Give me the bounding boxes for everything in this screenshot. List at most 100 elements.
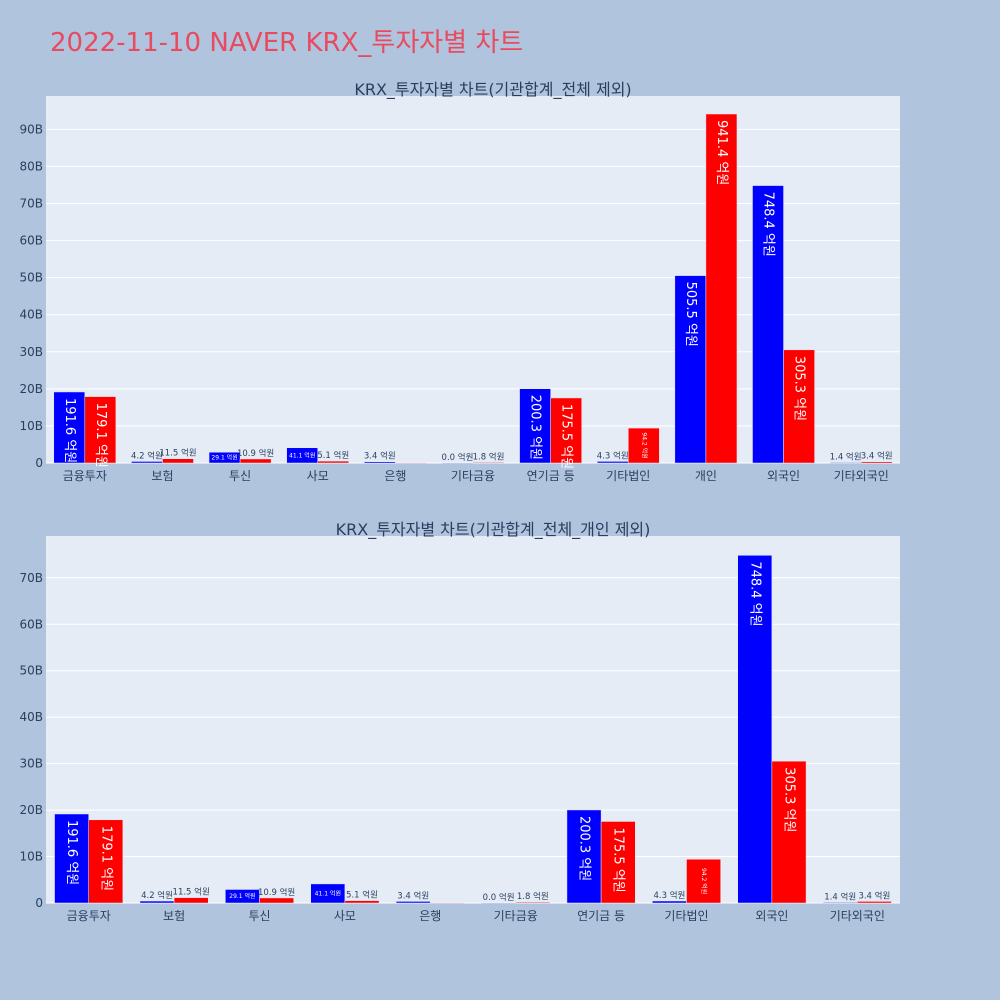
x-tick-label: 보험 — [151, 469, 173, 483]
y-tick-label: 20B — [19, 803, 43, 817]
y-tick-label: 30B — [19, 345, 43, 359]
bar-data-label: 1.4 억원 — [824, 891, 856, 902]
bar-data-label: 3.4 억원 — [858, 890, 890, 901]
bar-data-label: 11.5 억원 — [173, 887, 210, 898]
y-tick-label: 0 — [35, 456, 43, 470]
x-tick-label: 사모 — [307, 469, 329, 483]
bar-data-label: 748.4 억원 — [747, 561, 762, 626]
bar-series_a — [310, 883, 346, 904]
x-tick-label: 기타법인 — [606, 469, 650, 483]
bar-data-label: 0.0 억원 — [442, 452, 474, 463]
bar-data-label: 29.1 억원 — [211, 454, 237, 462]
bar-series_a — [674, 275, 707, 464]
bar-series_a — [54, 813, 89, 904]
y-tick-label: 90B — [19, 122, 43, 136]
y-tick-label: 40B — [19, 308, 43, 322]
bar-data-label: 305.3 억원 — [792, 356, 807, 421]
bar-data-label: 191.6 억원 — [64, 820, 79, 885]
bar-data-label: 3.4 억원 — [861, 451, 893, 462]
bar-series_b — [162, 458, 194, 464]
bar-data-label: 179.1 억원 — [93, 403, 108, 468]
bar-series_a — [286, 447, 318, 464]
bar-data-label: 4.3 억원 — [653, 890, 685, 901]
bar-series_a — [737, 555, 773, 904]
bar-series_b — [395, 462, 427, 464]
x-tick-label: 기타외국인 — [830, 909, 885, 923]
x-tick-label: 기타외국인 — [834, 469, 889, 483]
bar-series_b — [173, 897, 209, 904]
y-tick-label: 70B — [19, 197, 43, 211]
bar-data-label: 1.8 억원 — [473, 451, 505, 462]
y-tick-label: 40B — [19, 710, 43, 724]
bar-data-label: 10.9 억원 — [258, 887, 295, 898]
bar-data-label: 41.1 억원 — [289, 451, 315, 459]
y-tick-label: 60B — [19, 234, 43, 248]
bar-series_a — [131, 461, 163, 464]
x-tick-label: 외국인 — [767, 469, 800, 483]
x-tick-label: 기타금융 — [451, 469, 495, 483]
bar-data-label: 3.4 억원 — [364, 451, 396, 462]
bar-series_a — [225, 889, 260, 904]
bar-data-label: 10.9 억원 — [237, 448, 274, 459]
bar-series_b — [600, 821, 636, 904]
x-tick-label: 연기금 등 — [527, 469, 575, 483]
bar-data-label: 94.2 억원 — [700, 868, 708, 894]
bar-data-label: 29.1 억원 — [229, 892, 255, 900]
bar-data-label: 41.1 억원 — [315, 889, 341, 897]
bar-series_b — [686, 858, 721, 904]
bar-series_b — [860, 461, 893, 464]
bar-data-label: 1.4 억원 — [830, 451, 862, 462]
bar-series_a — [441, 462, 474, 464]
bar-series_b — [550, 397, 582, 464]
x-tick-label: 기타법인 — [664, 909, 708, 923]
bar-series_a — [53, 391, 86, 464]
page-title: 2022-11-10 NAVER KRX_투자자별 차트 — [50, 28, 524, 58]
bar-data-label: 505.5 억원 — [683, 282, 698, 347]
x-tick-label: 은행 — [419, 908, 441, 923]
chart-2: KRX_투자자별 차트(기관합계_전체_개인 제외) 0 10B 20B 30B 40B 5… — [19, 520, 900, 923]
bar-series_a — [822, 902, 858, 904]
bar-series_b — [472, 462, 505, 464]
y-tick-label: 0 — [35, 896, 43, 910]
x-tick-label: 외국인 — [755, 909, 788, 923]
bar-series_b — [317, 460, 350, 464]
y-tick-label: 30B — [19, 757, 43, 771]
bar-data-label: 305.3 억원 — [781, 767, 796, 832]
bar-series_b — [344, 900, 380, 904]
bar-series_a — [652, 900, 687, 904]
bar-series_b — [705, 113, 738, 464]
chart-title: KRX_투자자별 차트(기관합계_전체 제외) — [354, 80, 631, 100]
x-tick-label: 연기금 등 — [577, 909, 625, 923]
y-tick-label: 10B — [19, 850, 43, 864]
bar-series_b — [628, 427, 660, 464]
chart-title: KRX_투자자별 차트(기관합계_전체_개인 제외) — [336, 520, 651, 540]
x-tick-label: 보험 — [163, 909, 185, 923]
bar-data-label: 4.3 억원 — [597, 450, 629, 461]
bar-data-label: 1.8 억원 — [517, 891, 549, 902]
bar-series_a — [519, 388, 551, 464]
x-tick-label: 투신 — [248, 909, 270, 923]
bar-series_a — [752, 185, 784, 464]
bar-series_a — [481, 902, 516, 904]
bar-data-label: 94.2 억원 — [640, 432, 648, 458]
bar-data-label: 200.3 억원 — [528, 395, 543, 460]
y-tick-label: 50B — [19, 664, 43, 678]
x-tick-label: 금융투자 — [67, 909, 111, 923]
bar-data-label: 0.0 억원 — [483, 892, 515, 903]
bar-data-label: 11.5 억원 — [159, 448, 196, 459]
bar-series_b — [515, 901, 551, 904]
bar-data-label: 175.5 억원 — [611, 827, 626, 892]
y-tick-label: 70B — [19, 571, 43, 585]
bar-data-label: 175.5 억원 — [559, 404, 574, 469]
bar-series_b — [771, 760, 807, 904]
bar-series_b — [239, 458, 272, 464]
bar-series_a — [364, 461, 396, 464]
bar-data-label: 5.1 억원 — [346, 890, 378, 901]
y-tick-label: 10B — [19, 419, 43, 433]
bar-series_a — [829, 462, 862, 464]
bar-series_a — [596, 461, 629, 464]
bar-series_b — [857, 901, 892, 904]
bar-data-label: 748.4 억원 — [761, 192, 776, 257]
bar-series_b — [259, 897, 294, 904]
x-tick-label: 금융투자 — [63, 469, 107, 483]
